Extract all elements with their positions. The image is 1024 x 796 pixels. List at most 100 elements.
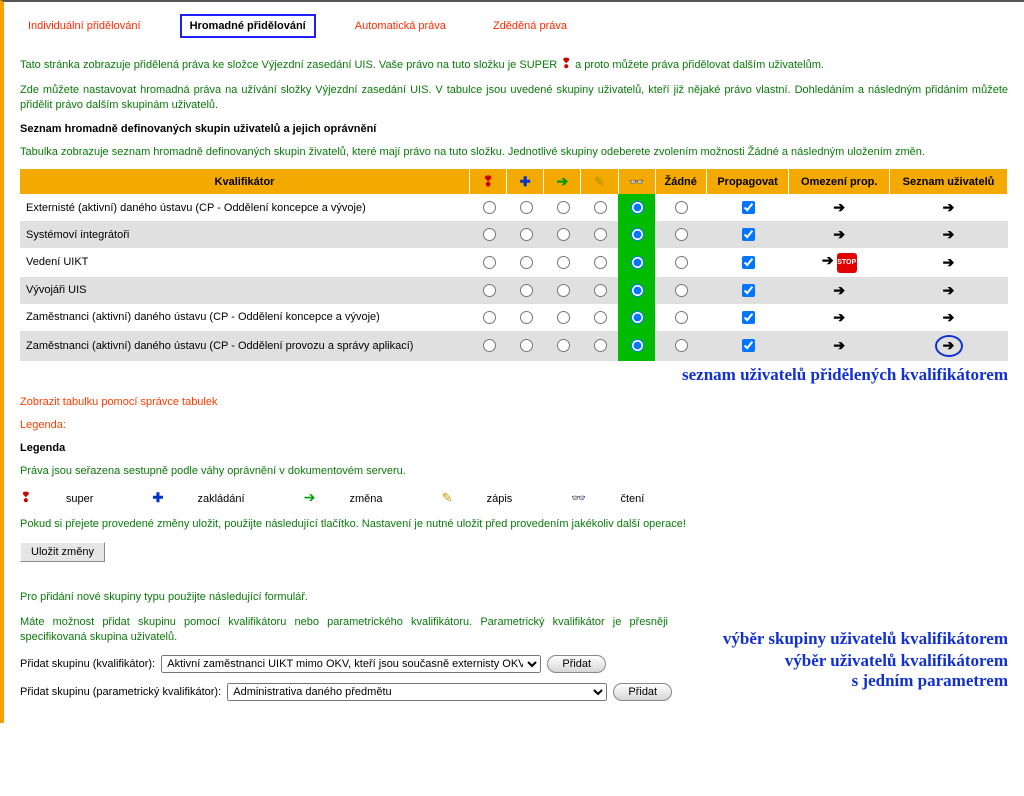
arrow-right-icon: ➔	[304, 489, 316, 505]
arrow-icon: ➔	[833, 337, 845, 353]
permission-radio[interactable]	[631, 339, 644, 352]
permission-radio[interactable]	[631, 228, 644, 241]
permission-radio[interactable]	[520, 228, 533, 241]
propagate-checkbox[interactable]	[742, 256, 755, 269]
radio-cell	[655, 194, 706, 221]
limit-cell[interactable]: ➔	[789, 304, 890, 331]
tab-bar: Individuální přidělování Hromadné přiděl…	[20, 14, 1008, 38]
permission-radio[interactable]	[631, 256, 644, 269]
radio-cell	[581, 331, 618, 361]
save-button[interactable]: Uložit změny	[20, 542, 105, 562]
arrow-right-icon: ➔	[556, 173, 568, 189]
limit-cell[interactable]: ➔	[789, 331, 890, 361]
limit-cell[interactable]: ➔	[789, 194, 890, 221]
th-users: Seznam uživatelů	[890, 169, 1008, 194]
plus-icon: ✚	[520, 174, 531, 189]
permission-radio[interactable]	[594, 311, 607, 324]
permission-radio[interactable]	[675, 311, 688, 324]
limit-cell[interactable]: ➔ STOP	[789, 248, 890, 276]
permission-radio[interactable]	[631, 311, 644, 324]
permission-radio[interactable]	[675, 284, 688, 297]
permission-radio[interactable]	[675, 339, 688, 352]
propagate-checkbox[interactable]	[742, 284, 755, 297]
param-qualifier-select[interactable]: Administrativa daného předmětu	[227, 683, 607, 701]
annotation-qualifier-select: výběr skupiny uživatelů kvalifikátorem	[723, 629, 1008, 649]
permission-radio[interactable]	[520, 339, 533, 352]
arrow-icon: ➔	[833, 309, 845, 325]
limit-cell[interactable]: ➔	[789, 277, 890, 304]
users-cell[interactable]: ➔	[890, 248, 1008, 276]
legend-super: super	[66, 493, 94, 505]
permission-radio[interactable]	[631, 284, 644, 297]
plus-icon: ✚	[152, 490, 163, 505]
tab-auto[interactable]: Automatická práva	[347, 16, 454, 36]
permission-radio[interactable]	[675, 256, 688, 269]
permission-radio[interactable]	[520, 256, 533, 269]
permission-radio[interactable]	[520, 311, 533, 324]
permission-radio[interactable]	[557, 228, 570, 241]
permission-radio[interactable]	[594, 201, 607, 214]
permission-radio[interactable]	[483, 228, 496, 241]
add-qualifier-button[interactable]: Přidat	[547, 655, 606, 673]
users-cell[interactable]: ➔	[890, 277, 1008, 304]
permission-radio[interactable]	[520, 284, 533, 297]
permission-radio[interactable]	[520, 201, 533, 214]
radio-cell	[581, 248, 618, 276]
qualifier-select[interactable]: Aktivní zaměstnanci UIKT mimo OKV, kteří…	[161, 655, 541, 673]
permission-radio[interactable]	[483, 284, 496, 297]
permission-radio[interactable]	[557, 256, 570, 269]
permission-radio[interactable]	[557, 284, 570, 297]
permission-radio[interactable]	[557, 201, 570, 214]
qualifier-cell: Vedení UIKT	[20, 248, 470, 276]
propagate-checkbox[interactable]	[742, 339, 755, 352]
permission-radio[interactable]	[675, 201, 688, 214]
limit-cell[interactable]: ➔	[789, 221, 890, 248]
permission-radio[interactable]	[631, 201, 644, 214]
permission-radio[interactable]	[483, 256, 496, 269]
propagate-checkbox[interactable]	[742, 201, 755, 214]
users-cell[interactable]: ➔	[890, 221, 1008, 248]
radio-cell	[544, 304, 581, 331]
permission-radio[interactable]	[594, 256, 607, 269]
link-table-manager[interactable]: Zobrazit tabulku pomocí správce tabulek	[20, 396, 218, 408]
permission-radio[interactable]	[483, 339, 496, 352]
tab-bulk[interactable]: Hromadné přidělování	[180, 14, 316, 38]
permission-radio[interactable]	[675, 228, 688, 241]
radio-cell	[581, 277, 618, 304]
permission-radio[interactable]	[594, 339, 607, 352]
section-heading: Seznam hromadně definovaných skupin uživ…	[20, 123, 1008, 135]
link-legend[interactable]: Legenda:	[20, 419, 66, 431]
th-propagate: Propagovat	[706, 169, 789, 194]
users-cell[interactable]: ➔	[890, 304, 1008, 331]
permission-radio[interactable]	[557, 311, 570, 324]
permission-radio[interactable]	[483, 201, 496, 214]
add-param-qualifier-button[interactable]: Přidat	[613, 683, 672, 701]
glasses-icon: 👓	[571, 491, 586, 505]
propagate-checkbox[interactable]	[742, 311, 755, 324]
add-param-qualifier-row: Přidat skupinu (parametrický kvalifikáto…	[20, 683, 1008, 701]
permission-radio[interactable]	[483, 311, 496, 324]
permission-radio[interactable]	[557, 339, 570, 352]
table-row: Zaměstnanci (aktivní) daného ústavu (CP …	[20, 304, 1008, 331]
tab-inherited[interactable]: Zděděná práva	[485, 16, 575, 36]
radio-cell	[655, 248, 706, 276]
pin-icon: ❢	[560, 55, 572, 71]
permission-radio[interactable]	[594, 284, 607, 297]
table-header-row: Kvalifikátor ❢ ✚ ➔ ✎ 👓 Žádné Propagovat …	[20, 169, 1008, 194]
users-cell[interactable]: ➔	[890, 331, 1008, 361]
annotation-param-1: výběr uživatelů kvalifikátorem	[785, 651, 1008, 670]
propagate-checkbox[interactable]	[742, 228, 755, 241]
th-write: ✎	[581, 169, 618, 194]
th-create: ✚	[507, 169, 544, 194]
arrow-icon: ➔	[833, 199, 845, 215]
arrow-icon: ➔	[943, 254, 955, 270]
permission-radio[interactable]	[594, 228, 607, 241]
tab-individual[interactable]: Individuální přidělování	[20, 16, 149, 36]
table-row: Externisté (aktivní) daného ústavu (CP -…	[20, 194, 1008, 221]
th-change: ➔	[544, 169, 581, 194]
radio-cell	[470, 248, 507, 276]
add-qualifier-row: Přidat skupinu (kvalifikátor): Aktivní z…	[20, 655, 1008, 673]
radio-cell-selected	[618, 248, 655, 276]
users-cell[interactable]: ➔	[890, 194, 1008, 221]
legend-create: zakládání	[197, 493, 244, 505]
